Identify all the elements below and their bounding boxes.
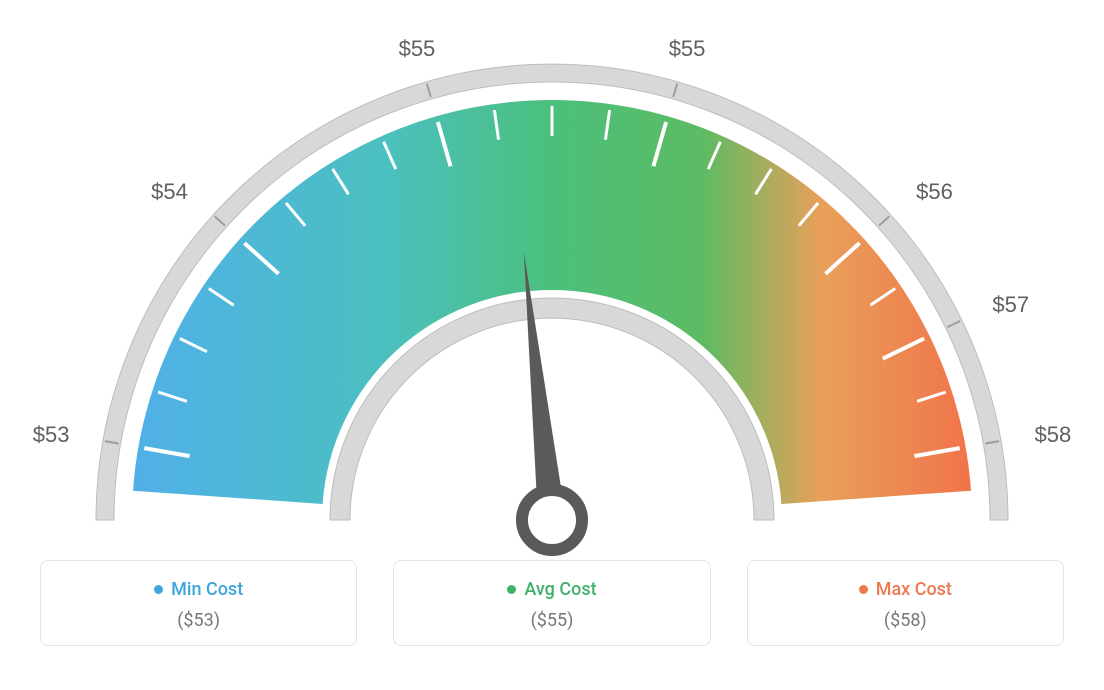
legend-card-max: Max Cost ($58) <box>747 560 1064 646</box>
legend-title-avg: Avg Cost <box>507 579 596 600</box>
svg-text:$55: $55 <box>669 36 706 61</box>
legend-label-max: Max Cost <box>876 579 952 600</box>
legend-row: Min Cost ($53) Avg Cost ($55) Max Cost (… <box>0 560 1104 646</box>
legend-label-min: Min Cost <box>171 579 243 600</box>
legend-title-min: Min Cost <box>154 579 243 600</box>
legend-dot-max <box>859 585 868 594</box>
legend-dot-min <box>154 585 163 594</box>
legend-title-max: Max Cost <box>859 579 952 600</box>
svg-text:$57: $57 <box>992 292 1029 317</box>
legend-value-max: ($58) <box>758 610 1053 631</box>
gauge-chart-container: $53 $54 $55 $55 $56 $57 $58 Min Cost ($53) Avg… <box>0 0 1104 690</box>
svg-text:$54: $54 <box>151 179 188 204</box>
gauge-svg: $53 $54 $55 $55 $56 $57 $58 <box>0 0 1104 560</box>
svg-text:$56: $56 <box>916 179 953 204</box>
svg-text:$55: $55 <box>399 36 436 61</box>
legend-card-min: Min Cost ($53) <box>40 560 357 646</box>
legend-value-min: ($53) <box>51 610 346 631</box>
svg-text:$53: $53 <box>33 422 70 447</box>
gauge-area: $53 $54 $55 $55 $56 $57 $58 <box>0 0 1104 560</box>
legend-value-avg: ($55) <box>404 610 699 631</box>
legend-card-avg: Avg Cost ($55) <box>393 560 710 646</box>
svg-text:$58: $58 <box>1035 422 1072 447</box>
legend-dot-avg <box>507 585 516 594</box>
legend-label-avg: Avg Cost <box>524 579 596 600</box>
